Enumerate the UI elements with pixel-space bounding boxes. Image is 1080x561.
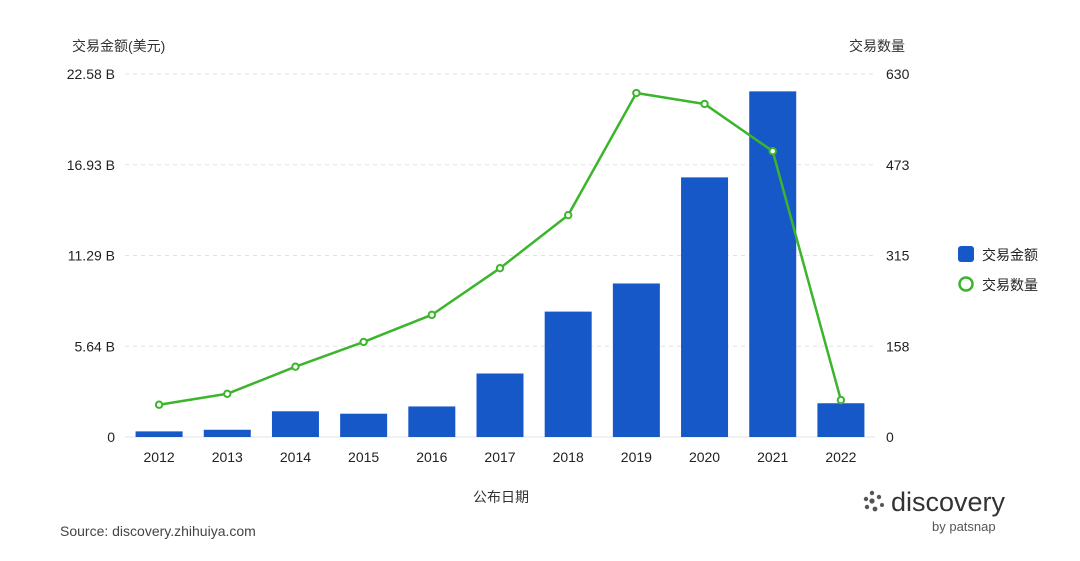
line-point: [359, 337, 368, 347]
right-tick-label: 315: [886, 248, 910, 264]
brand-name: discovery: [891, 487, 1006, 517]
left-tick-label: 0: [107, 429, 115, 445]
legend-swatch-bar: [958, 246, 974, 262]
brand-logo: discovery by patsnap: [863, 487, 1006, 534]
x-tick-label: 2020: [689, 449, 720, 465]
bar: [271, 411, 319, 437]
line-point: [563, 210, 573, 220]
x-tick-label: 2013: [212, 449, 243, 465]
line-point: [154, 400, 164, 409]
left-tick-label: 11.29 B: [68, 248, 115, 264]
left-tick-label: 5.64 B: [75, 338, 115, 354]
x-tick-label: 2022: [825, 449, 856, 465]
bar: [340, 413, 388, 437]
bar: [749, 91, 797, 437]
x-tick-label: 2014: [280, 449, 311, 465]
legend-label-line: 交易数量: [982, 277, 1038, 293]
right-tick-label: 473: [886, 157, 910, 173]
x-tick-label: 2019: [621, 449, 652, 465]
bar: [817, 403, 865, 437]
line-point: [495, 263, 505, 273]
x-tick-label: 2012: [144, 449, 175, 465]
bar: [681, 177, 729, 437]
line-point: [632, 88, 641, 98]
x-tick-label: 2021: [757, 449, 788, 465]
line-point: [836, 395, 846, 405]
bar-series: [135, 91, 865, 437]
x-tick-label: 2018: [553, 449, 584, 465]
legend-label-bar: 交易金额: [982, 247, 1038, 263]
x-tick-label: 2017: [484, 449, 515, 465]
bar: [544, 311, 592, 437]
right-tick-label: 158: [886, 338, 910, 354]
right-tick-label: 630: [886, 66, 910, 82]
right-axis-title: 交易数量: [849, 38, 905, 54]
x-tick-label: 2015: [348, 449, 379, 465]
patsnap-logo-icon: [863, 490, 884, 512]
bar: [203, 429, 251, 437]
left-axis-ticks: 0 5.64 B 11.29 B 16.93 B 22.58 B: [67, 66, 115, 445]
bar: [408, 406, 456, 437]
bar: [612, 283, 660, 437]
brand-sub: by patsnap: [932, 519, 996, 534]
legend: 交易金额 交易数量: [958, 246, 1038, 293]
x-axis-title: 公布日期: [473, 489, 529, 505]
right-axis-ticks: 0 158 315 473 630: [886, 66, 910, 445]
line-point: [291, 362, 300, 371]
line-point: [768, 147, 777, 156]
line-point: [700, 99, 709, 109]
source-note: Source: discovery.zhihuiya.com: [60, 523, 256, 539]
right-tick-label: 0: [886, 429, 894, 445]
x-tick-label: 2016: [416, 449, 447, 465]
line-path: [158, 91, 843, 406]
line-point: [427, 310, 437, 320]
line-series: [154, 88, 846, 409]
left-tick-label: 16.93 B: [67, 157, 115, 173]
left-axis-title: 交易金额(美元): [72, 38, 165, 54]
bar: [476, 373, 524, 437]
bar: [135, 431, 183, 437]
left-tick-label: 22.58 B: [67, 66, 115, 82]
legend-swatch-line: [958, 276, 974, 292]
x-axis-ticks: 2012 2013 2014 2015 2016 2017 2018 2019 2020 2021…: [144, 449, 857, 465]
line-point: [223, 389, 232, 398]
